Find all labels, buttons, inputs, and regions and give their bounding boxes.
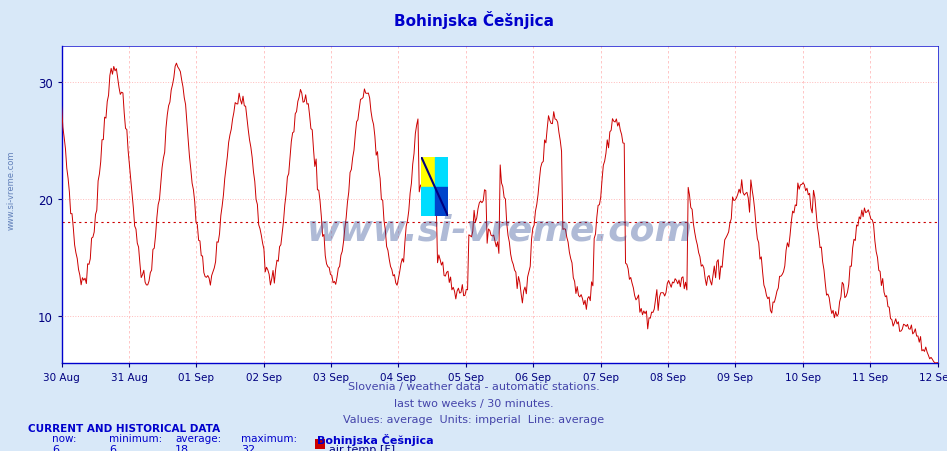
Bar [421, 187, 435, 216]
Bar [435, 187, 448, 216]
Text: Slovenia / weather data - automatic stations.: Slovenia / weather data - automatic stat… [348, 381, 599, 391]
Text: minimum:: minimum: [109, 433, 162, 443]
Text: CURRENT AND HISTORICAL DATA: CURRENT AND HISTORICAL DATA [28, 423, 221, 433]
Text: www.si-vreme.com: www.si-vreme.com [307, 213, 692, 248]
Text: now:: now: [52, 433, 77, 443]
Text: Values: average  Units: imperial  Line: average: Values: average Units: imperial Line: av… [343, 414, 604, 424]
Text: 18: 18 [175, 444, 189, 451]
Text: 6: 6 [109, 444, 116, 451]
Text: average:: average: [175, 433, 222, 443]
Text: Bohinjska Češnjica: Bohinjska Češnjica [317, 433, 434, 445]
Text: 32: 32 [241, 444, 256, 451]
Text: 6: 6 [52, 444, 59, 451]
Text: air temp.[F]: air temp.[F] [329, 444, 395, 451]
Bar [435, 158, 448, 187]
Text: Bohinjska Češnjica: Bohinjska Češnjica [394, 11, 553, 29]
Text: maximum:: maximum: [241, 433, 297, 443]
Text: last two weeks / 30 minutes.: last two weeks / 30 minutes. [394, 398, 553, 408]
Text: www.si-vreme.com: www.si-vreme.com [7, 150, 16, 229]
Bar [421, 158, 435, 187]
